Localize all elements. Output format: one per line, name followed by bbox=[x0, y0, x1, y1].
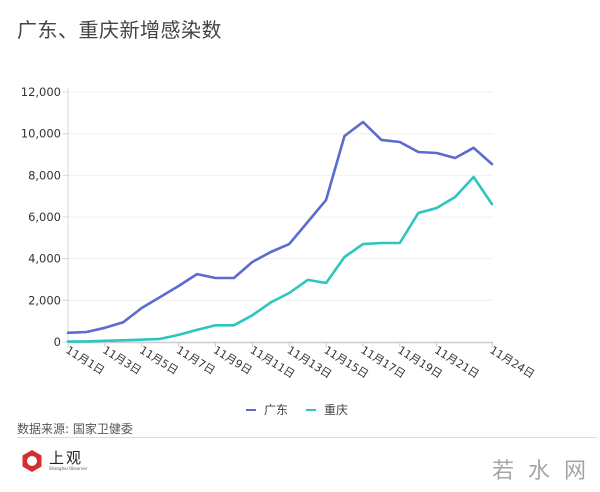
y-tick-label: 12,000 bbox=[21, 85, 61, 99]
divider bbox=[17, 437, 597, 438]
y-tick-label: 4,000 bbox=[28, 252, 61, 266]
y-tick-label: 0 bbox=[54, 335, 61, 349]
y-axis-ticks: 0 2,000 4,000 6,000 8,000 10,000 12,000 bbox=[21, 85, 68, 349]
series-line-重庆 bbox=[66, 175, 494, 343]
x-axis-ticks: 11月1日11月3日11月5日11月7日11月9日11月11日11月13日11月… bbox=[63, 342, 537, 382]
legend-swatch-guangdong bbox=[246, 408, 256, 411]
x-tick-label: 11月3日 bbox=[100, 344, 143, 378]
x-tick-label: 11月9日 bbox=[211, 344, 254, 378]
data-source: 数据来源: 国家卫健委 bbox=[17, 422, 133, 436]
logo-text-cn: 上观 bbox=[49, 449, 84, 467]
logo: 上观 Shanghai Observer bbox=[20, 449, 87, 473]
y-tick-label: 8,000 bbox=[28, 168, 61, 182]
logo-text-en: Shanghai Observer bbox=[49, 466, 88, 471]
chart-title: 广东、重庆新增感染数 bbox=[17, 18, 222, 42]
watermark: 若水网 bbox=[492, 459, 600, 484]
x-tick-label: 11月24日 bbox=[487, 344, 536, 382]
legend-swatch-chongqing bbox=[306, 408, 317, 411]
series-line-广东 bbox=[66, 120, 494, 335]
legend-label: 广东 bbox=[264, 403, 289, 417]
y-tick-label: 6,000 bbox=[28, 210, 61, 224]
y-tick-label: 10,000 bbox=[21, 127, 61, 141]
legend-item-guangdong[interactable]: 广东 bbox=[246, 401, 288, 418]
y-tick-label: 2,000 bbox=[28, 293, 61, 307]
legend: 广东 重庆 bbox=[246, 401, 366, 418]
x-tick-label: 11月7日 bbox=[174, 344, 217, 378]
legend-label: 重庆 bbox=[324, 403, 349, 417]
hexagon-logo-icon bbox=[22, 450, 42, 472]
series-lines bbox=[66, 120, 494, 343]
gridlines bbox=[62, 91, 493, 301]
x-tick-label: 11月1日 bbox=[63, 344, 106, 378]
x-tick-label: 11月5日 bbox=[137, 344, 180, 378]
legend-item-chongqing[interactable]: 重庆 bbox=[306, 401, 348, 418]
